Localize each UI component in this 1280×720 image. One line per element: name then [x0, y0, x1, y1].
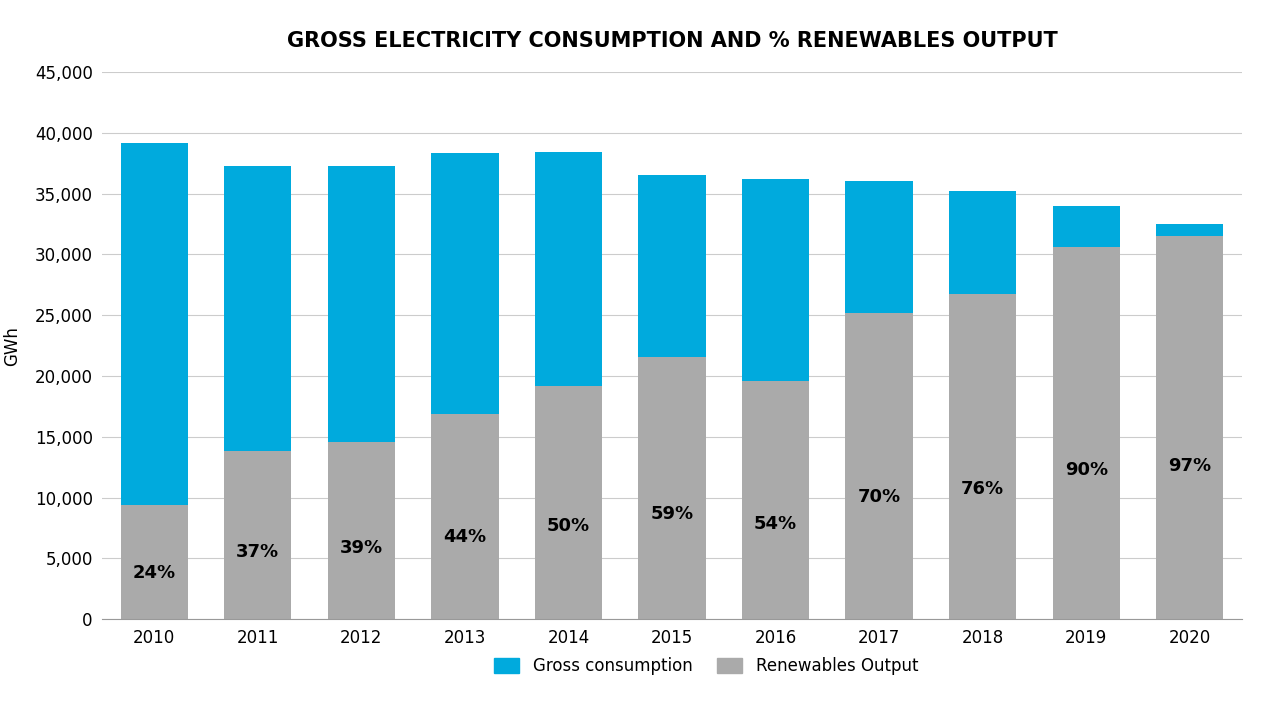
Text: 37%: 37%: [237, 543, 279, 561]
Bar: [224, 451, 292, 619]
Bar: [948, 192, 1016, 294]
Text: 97%: 97%: [1169, 457, 1211, 475]
Bar: [948, 294, 1016, 619]
Bar: [846, 312, 913, 619]
Bar: [639, 176, 705, 357]
Bar: [846, 181, 913, 312]
Bar: [1052, 206, 1120, 247]
Text: 24%: 24%: [133, 564, 175, 582]
Bar: [120, 143, 188, 505]
Text: 90%: 90%: [1065, 462, 1107, 480]
Bar: [431, 153, 498, 414]
Bar: [535, 386, 602, 619]
Bar: [742, 382, 809, 619]
Bar: [431, 414, 498, 619]
Text: 50%: 50%: [547, 517, 590, 535]
Y-axis label: GWh: GWh: [3, 325, 20, 366]
Bar: [1052, 247, 1120, 619]
Text: 39%: 39%: [339, 539, 383, 557]
Text: 54%: 54%: [754, 515, 797, 533]
Text: 59%: 59%: [650, 505, 694, 523]
Bar: [328, 166, 396, 442]
Bar: [328, 442, 396, 619]
Text: 70%: 70%: [858, 487, 901, 505]
Text: 76%: 76%: [961, 480, 1005, 498]
Bar: [535, 152, 602, 386]
Text: 44%: 44%: [443, 528, 486, 546]
Bar: [742, 179, 809, 382]
Bar: [224, 166, 292, 451]
Bar: [639, 357, 705, 619]
Title: GROSS ELECTRICITY CONSUMPTION AND % RENEWABLES OUTPUT: GROSS ELECTRICITY CONSUMPTION AND % RENE…: [287, 31, 1057, 51]
Bar: [120, 505, 188, 619]
Bar: [1156, 236, 1224, 619]
Legend: Gross consumption, Renewables Output: Gross consumption, Renewables Output: [488, 651, 925, 682]
Bar: [1156, 224, 1224, 236]
